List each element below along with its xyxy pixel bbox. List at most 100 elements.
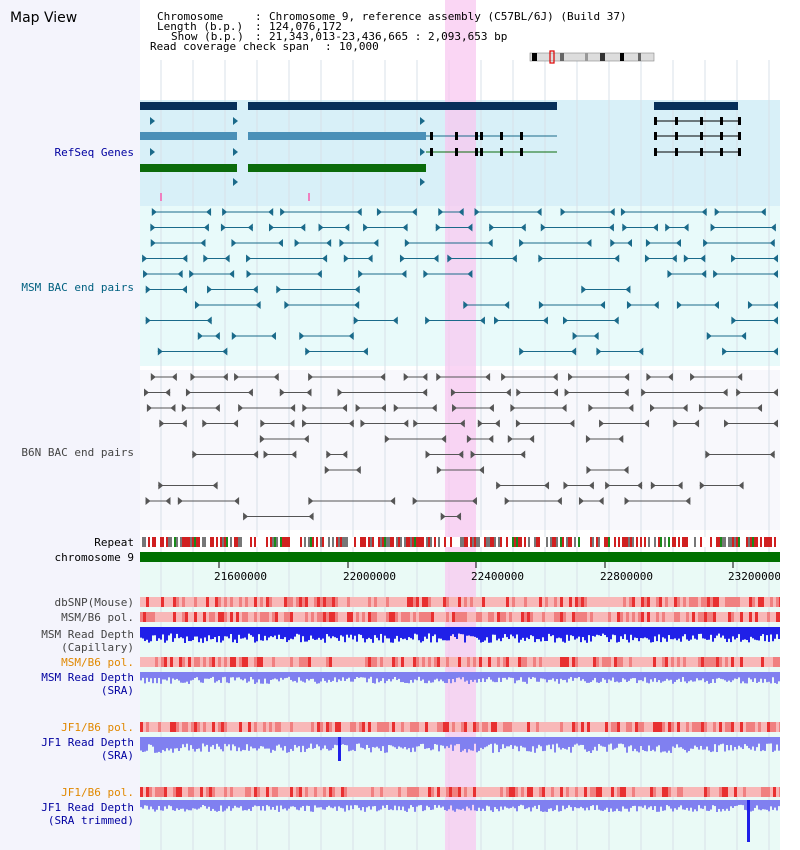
b6n-bac-pair-end [145,497,151,505]
vertical-scrollbar[interactable] [780,0,800,850]
read-depth-bar [370,627,372,640]
read-depth-bar [268,672,270,684]
polymorphism-cell [650,787,653,797]
read-depth-bar [258,627,260,635]
read-depth-bar [306,627,308,642]
repeat-mark [140,537,142,547]
polymorphism-cell [221,657,224,667]
track-label-jf1-depth-trim[interactable]: JF1 Read Depth [41,801,134,814]
repeat-mark [716,537,718,547]
read-depth-bar [316,672,318,684]
read-depth-bar [628,737,630,747]
polymorphism-cell [773,612,776,622]
polymorphism-cell [575,722,578,732]
read-depth-bar [504,672,506,678]
read-depth-bar [398,800,400,807]
track-label-jf1-b6-pol-1[interactable]: JF1/B6 pol. [61,721,134,734]
track-label-refseq[interactable]: RefSeq Genes [54,146,134,159]
repeat-mark [756,537,758,547]
read-depth-bar [162,672,164,680]
repeat-mark [284,537,286,547]
read-depth-bar [544,800,546,812]
b6n-bac-pair-end [290,404,296,412]
b6n-bac-pair-end [384,435,390,443]
gene-block [455,132,458,140]
read-depth-bar [422,800,424,812]
track-label-msm-b6-pol-2[interactable]: MSM/B6 pol. [61,656,134,669]
track-label-msm-bac[interactable]: MSM BAC end pairs [21,281,134,294]
polymorphism-cell [254,657,257,667]
track-label-msm-depth-sra[interactable]: MSM Read Depth [41,671,134,684]
repeat-mark [328,537,330,547]
track-label-jf1-depth-sra[interactable]: JF1 Read Depth [41,736,134,749]
polymorphism-cell [710,612,713,622]
track-label-chromosome[interactable]: chromosome 9 [54,551,134,564]
read-depth-bar [202,737,204,744]
read-depth-bar [710,737,712,753]
read-depth-bar [648,737,650,746]
read-depth-bar [630,800,632,808]
polymorphism-cell [656,597,659,607]
read-depth-bar [418,737,420,747]
track-label-msm-b6-pol-1[interactable]: MSM/B6 pol. [61,611,134,624]
track-label-b6n-bac[interactable]: B6N BAC end pairs [21,446,134,459]
polymorphism-cell [158,597,161,607]
read-depth-bar [574,800,576,808]
polymorphism-cell [443,597,446,607]
read-depth-bar [632,627,634,641]
gene-arrow [150,117,155,125]
polymorphism-cell [347,597,350,607]
polymorphism-cell [491,597,494,607]
read-depth-bar [338,672,340,680]
track-label-repeat[interactable]: Repeat [94,536,134,549]
read-depth-bar [258,672,260,680]
msm-bac-pair-end [609,208,615,216]
read-depth-bar [334,672,336,678]
polymorphism-cell [155,597,158,607]
polymorphism-cell [251,612,254,622]
polymorphism-cell [770,722,773,732]
repeat-mark [540,537,542,547]
polymorphism-cell [449,657,452,667]
track-label-dbsnp[interactable]: dbSNP(Mouse) [54,596,134,609]
polymorphism-cell [377,657,380,667]
polymorphism-cell [380,597,383,607]
read-depth-bar [732,800,734,808]
read-depth-bar [614,800,616,812]
read-depth-bar [670,627,672,640]
track-label-jf1-b6-pol-2[interactable]: JF1/B6 pol. [61,786,134,799]
polymorphism-cell [374,657,377,667]
read-depth-bar [338,627,340,641]
repeat-mark [746,537,748,547]
polymorphism-cell [398,657,401,667]
repeat-mark [750,537,752,547]
repeat-mark [700,537,702,547]
track-label-msm-depth-cap[interactable]: MSM Read Depth [41,628,134,641]
polymorphism-cell [332,597,335,607]
polymorphism-cell [188,787,191,797]
polymorphism-cell [566,657,569,667]
polymorphism-cell [500,787,503,797]
read-depth-bar [760,737,762,752]
polymorphism-cell [383,597,386,607]
repeat-mark [460,537,462,547]
read-depth-bar [486,627,488,638]
polymorphism-cell [608,612,611,622]
polymorphism-cell [299,787,302,797]
msm-bac-pair-end [538,254,544,263]
b6n-bac-pair-end [698,404,704,412]
polymorphism-cell [395,612,398,622]
read-depth-bar [776,800,778,811]
read-depth-bar [764,800,766,810]
polymorphism-cell [407,657,410,667]
polymorphism-cell [527,787,530,797]
read-depth-bar [350,800,352,806]
read-depth-bar [214,672,216,683]
repeat-mark [492,537,494,547]
polymorphism-cell [302,612,305,622]
polymorphism-cell [401,787,404,797]
polymorphism-cell [539,612,542,622]
read-depth-bar [624,627,626,635]
read-depth-bar [510,800,512,808]
